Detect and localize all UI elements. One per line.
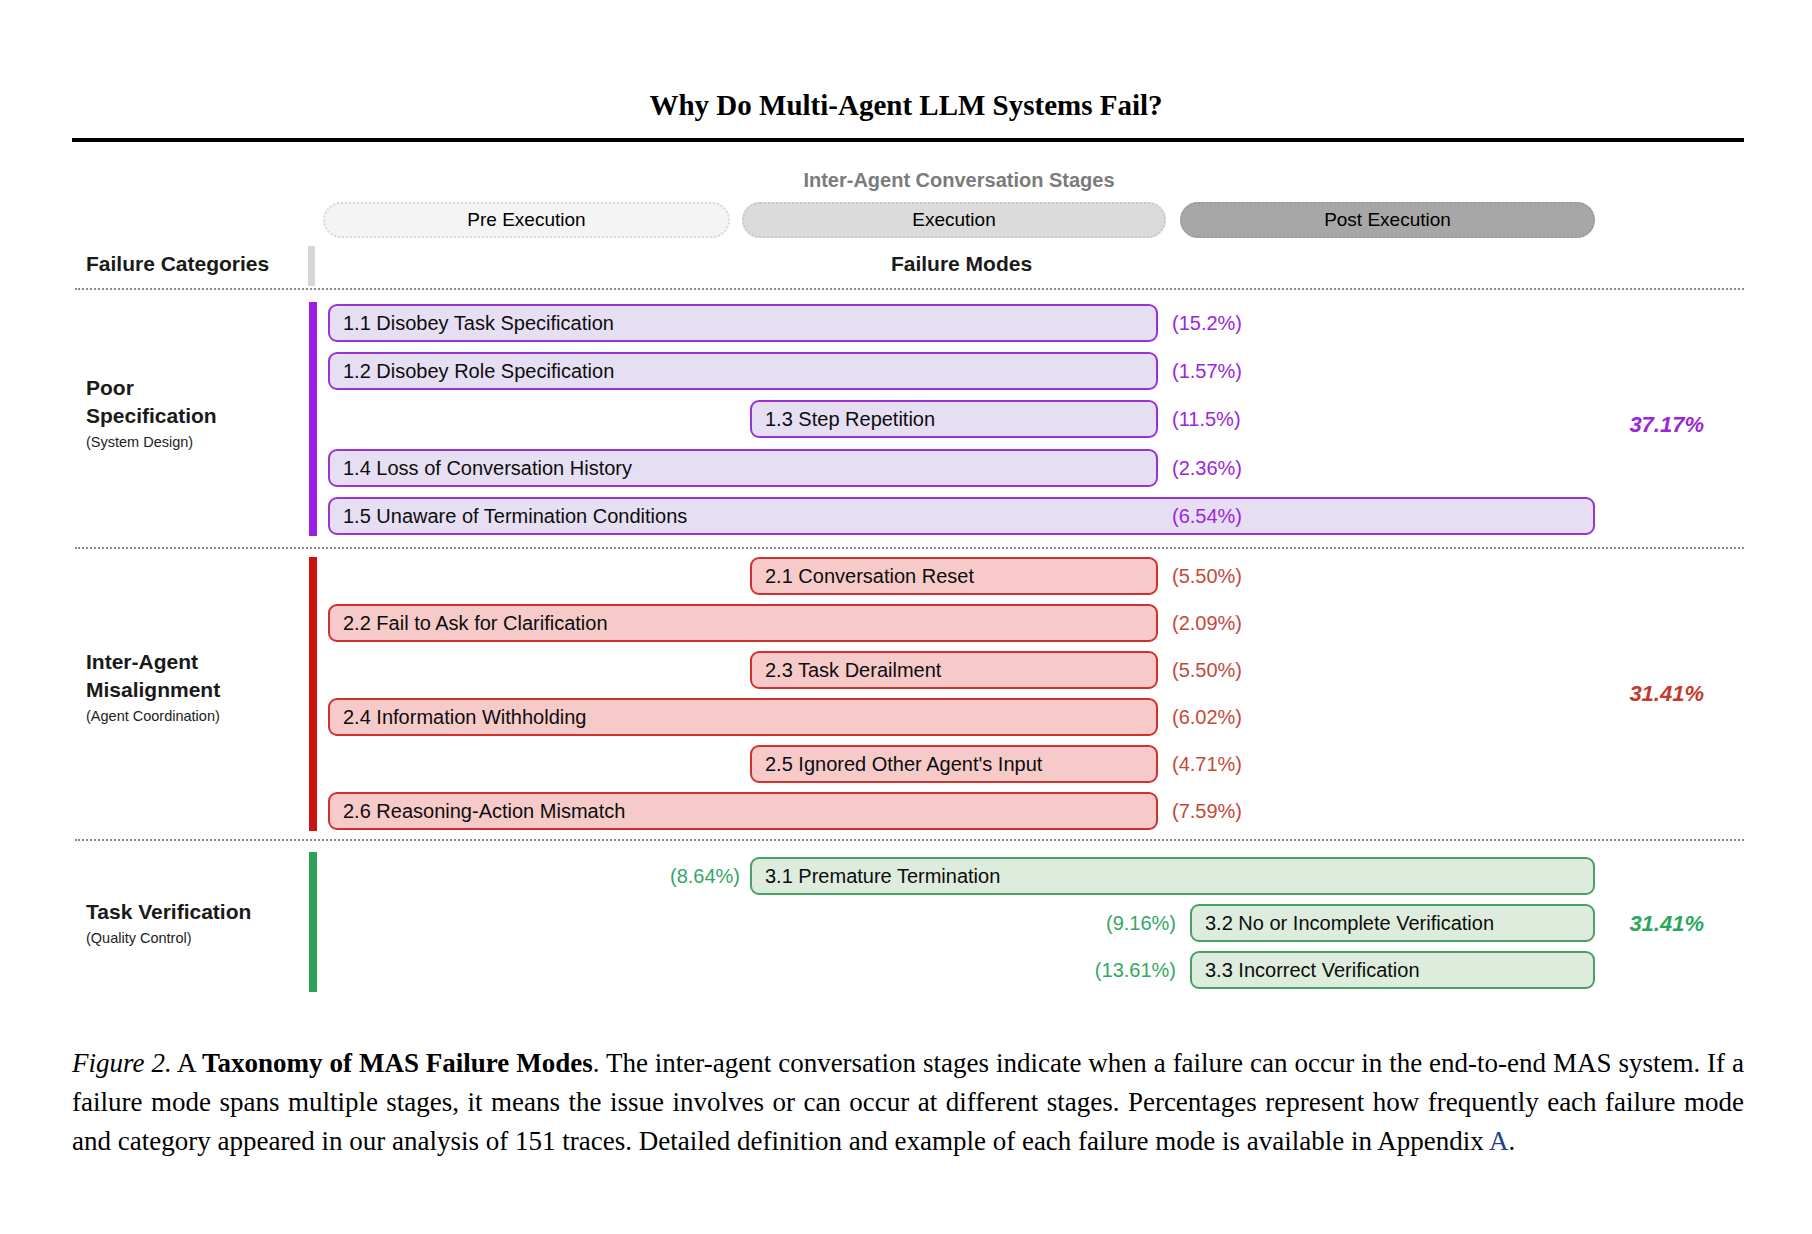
mode-3-2-box: 3.2 No or Incomplete Verification — [1190, 904, 1595, 942]
mode-2-4-pct: (6.02%) — [1172, 698, 1242, 736]
category-label-poor-specification: Poor Specification (System Design) — [86, 374, 217, 451]
caption-figure-label: Figure 2. — [72, 1048, 172, 1078]
mode-2-5-pct: (4.71%) — [1172, 745, 1242, 783]
category-name-line: Specification — [86, 402, 217, 430]
title-rule — [72, 138, 1744, 142]
category-name-line: Misalignment — [86, 676, 220, 704]
stage-pill-pre-execution: Pre Execution — [323, 202, 730, 238]
mode-1-1-box: 1.1 Disobey Task Specification — [328, 304, 1158, 342]
category-bar-inter-agent-misalignment — [309, 557, 317, 831]
column-header-failure-modes: Failure Modes — [328, 250, 1595, 278]
section-divider-1 — [75, 288, 1744, 290]
column-header-divider — [308, 246, 315, 286]
category-bar-task-verification — [309, 852, 317, 992]
stage-pill-post-execution: Post Execution — [1180, 202, 1595, 238]
caption-bold-title: Taxonomy of MAS Failure Modes — [202, 1048, 593, 1078]
appendix-link[interactable]: A — [1489, 1126, 1509, 1156]
category-name-line: Poor — [86, 374, 217, 402]
caption-suffix: . — [1509, 1126, 1516, 1156]
category-total-inter-agent-misalignment: 31.41% — [1544, 680, 1704, 708]
column-header-failure-categories: Failure Categories — [86, 250, 269, 278]
category-subtitle: (Agent Coordination) — [86, 707, 220, 725]
mode-2-2-box: 2.2 Fail to Ask for Clarification — [328, 604, 1158, 642]
mode-2-5-box: 2.5 Ignored Other Agent's Input — [750, 745, 1158, 783]
caption-lead: A — [172, 1048, 202, 1078]
category-subtitle: (Quality Control) — [86, 929, 251, 947]
mode-2-6-box: 2.6 Reasoning-Action Mismatch — [328, 792, 1158, 830]
section-divider-2 — [75, 547, 1744, 549]
mode-1-4-box: 1.4 Loss of Conversation History — [328, 449, 1158, 487]
mode-1-1-pct: (15.2%) — [1172, 304, 1242, 342]
mode-1-3-pct: (11.5%) — [1172, 400, 1241, 438]
section-divider-3 — [75, 839, 1744, 841]
category-subtitle: (System Design) — [86, 433, 217, 451]
mode-2-2-pct: (2.09%) — [1172, 604, 1242, 642]
category-name-line: Inter-Agent — [86, 648, 220, 676]
stage-pill-execution: Execution — [742, 202, 1166, 238]
mode-1-2-pct: (1.57%) — [1172, 352, 1242, 390]
mode-3-3-pct: (13.61%) — [956, 951, 1176, 989]
category-label-task-verification: Task Verification (Quality Control) — [86, 898, 251, 947]
mode-2-1-box: 2.1 Conversation Reset — [750, 557, 1158, 595]
mode-3-1-pct: (8.64%) — [520, 857, 740, 895]
mode-1-4-pct: (2.36%) — [1172, 449, 1242, 487]
category-bar-poor-specification — [309, 302, 317, 536]
mode-3-3-box: 3.3 Incorrect Verification — [1190, 951, 1595, 989]
mode-1-5-box: 1.5 Unaware of Termination Conditions — [328, 497, 1595, 535]
mode-1-3-box: 1.3 Step Repetition — [750, 400, 1158, 438]
mode-2-1-pct: (5.50%) — [1172, 557, 1242, 595]
figure-caption: Figure 2. A Taxonomy of MAS Failure Mode… — [72, 1044, 1744, 1161]
category-total-poor-specification: 37.17% — [1544, 411, 1704, 439]
mode-2-6-pct: (7.59%) — [1172, 792, 1242, 830]
category-label-inter-agent-misalignment: Inter-Agent Misalignment (Agent Coordina… — [86, 648, 220, 725]
figure-title: Why Do Multi-Agent LLM Systems Fail? — [0, 88, 1812, 122]
category-name-line: Task Verification — [86, 898, 251, 926]
mode-1-2-box: 1.2 Disobey Role Specification — [328, 352, 1158, 390]
mode-3-2-pct: (9.16%) — [956, 904, 1176, 942]
mode-2-4-box: 2.4 Information Withholding — [328, 698, 1158, 736]
stages-header: Inter-Agent Conversation Stages — [323, 168, 1595, 192]
category-total-task-verification: 31.41% — [1544, 910, 1704, 938]
mode-3-1-box: 3.1 Premature Termination — [750, 857, 1595, 895]
mode-2-3-pct: (5.50%) — [1172, 651, 1242, 689]
mode-2-3-box: 2.3 Task Derailment — [750, 651, 1158, 689]
figure-page: Why Do Multi-Agent LLM Systems Fail? Int… — [0, 0, 1812, 1234]
mode-1-5-pct: (6.54%) — [1172, 497, 1242, 535]
